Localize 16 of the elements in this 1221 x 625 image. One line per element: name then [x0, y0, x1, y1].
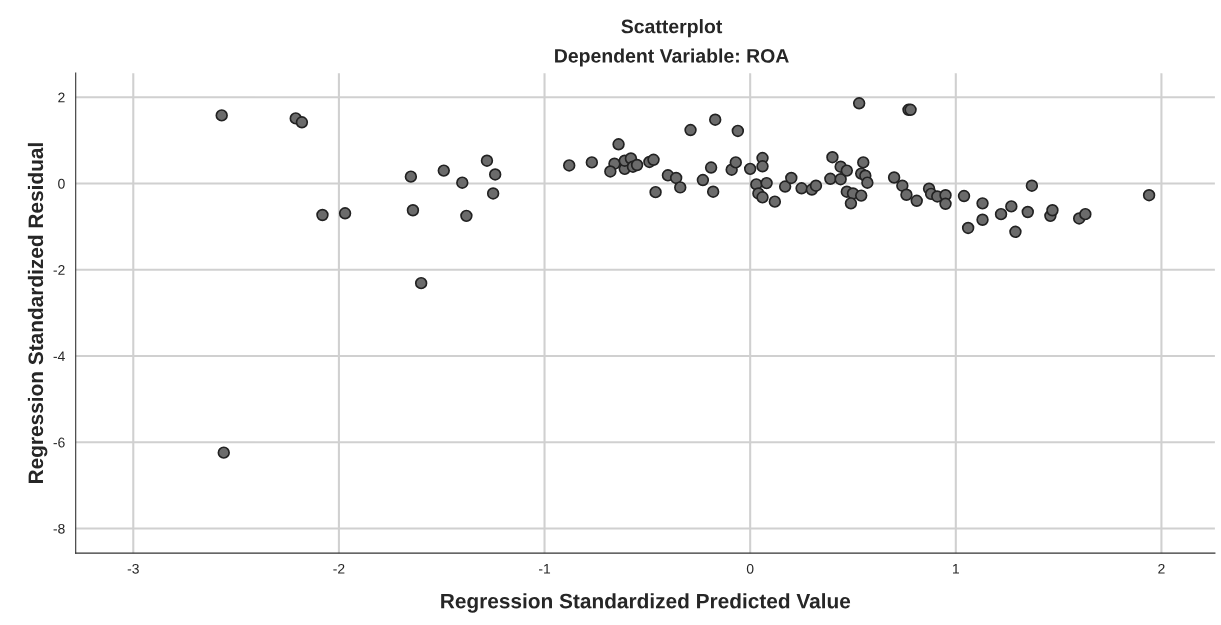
chart-title: Scatterplot	[621, 19, 723, 38]
x-axis-title: Regression Standardized Predicted Value	[441, 593, 851, 613]
x-tick-label: 1	[953, 564, 959, 574]
y-tick-label: -8	[53, 523, 65, 534]
x-tick-label: -2	[333, 563, 345, 574]
x-tick-label: 0	[746, 563, 754, 574]
x-tick-label: 2	[1158, 563, 1165, 574]
y-axis-title: Regression Standardized Residual	[27, 143, 48, 484]
chart-subtitle: Dependent Variable: ROA	[555, 48, 789, 67]
x-tick-label: -1	[538, 564, 551, 574]
y-tick-label: -2	[53, 265, 65, 275]
x-tick-label: -3	[127, 563, 139, 574]
y-tick-label: 0	[58, 178, 65, 189]
y-tick-label: -6	[53, 437, 65, 448]
y-tick-label: -4	[53, 351, 65, 362]
y-tick-label: 2	[58, 92, 65, 103]
